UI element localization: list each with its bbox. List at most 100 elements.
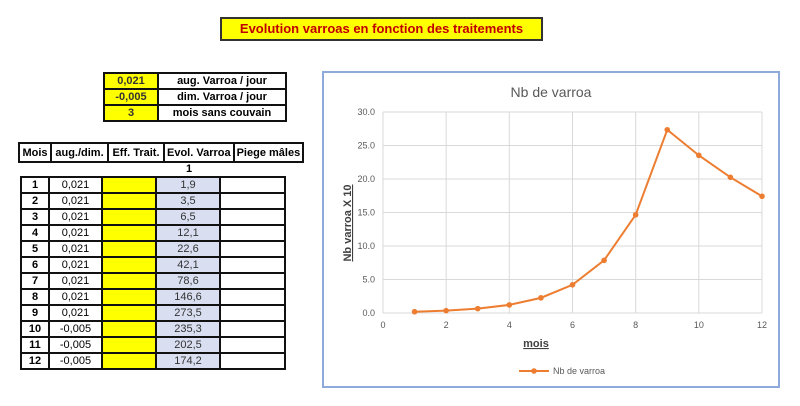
data-point: [411, 308, 418, 315]
month-cell[interactable]: 5: [20, 240, 50, 258]
month-cell[interactable]: 8: [20, 288, 50, 306]
y-axis-label: Nb varroa X 10: [342, 184, 354, 261]
eff-trait-cell[interactable]: [101, 320, 157, 338]
eff-trait-cell[interactable]: [101, 288, 157, 306]
evol-varroa-cell[interactable]: 22,6: [155, 240, 221, 258]
table-row: 1 0,021 1,9: [20, 176, 286, 194]
eff-trait-cell[interactable]: [101, 336, 157, 354]
evol-varroa-cell[interactable]: 12,1: [155, 224, 221, 242]
param-value[interactable]: 0,021: [103, 72, 159, 90]
data-point: [443, 307, 449, 314]
chart[interactable]: Nb de varroa 0.0 5.0 10.0 15.0 20.0 25.0 30.0 0 2…: [322, 71, 780, 388]
evol-varroa-cell[interactable]: 78,6: [155, 272, 221, 290]
x-axis-label: mois: [523, 338, 549, 350]
month-cell[interactable]: 9: [20, 304, 50, 322]
param-row: 3 mois sans couvain: [103, 104, 287, 122]
piege-males-cell[interactable]: [219, 336, 286, 354]
x-tick-label: 8: [633, 320, 638, 330]
month-cell[interactable]: 6: [20, 256, 50, 274]
aug-dim-cell[interactable]: 0,021: [48, 224, 103, 242]
eff-trait-cell[interactable]: [101, 240, 157, 258]
param-value[interactable]: 3: [103, 104, 159, 122]
month-cell[interactable]: 2: [20, 192, 50, 210]
table-row: 3 0,021 6,5: [20, 208, 286, 226]
eff-trait-cell[interactable]: [101, 272, 157, 290]
evol-varroa-cell[interactable]: 42,1: [155, 256, 221, 274]
evol-varroa-cell[interactable]: 1,9: [155, 176, 221, 194]
aug-dim-cell[interactable]: -0,005: [48, 336, 103, 354]
aug-dim-cell[interactable]: -0,005: [48, 320, 103, 338]
piege-males-cell[interactable]: [219, 256, 286, 274]
table-header: Mois aug./dim. Eff. Trait. Evol. Varroa …: [18, 142, 305, 163]
evol-varroa-cell[interactable]: 6,5: [155, 208, 221, 226]
y-tick-label: 30.0: [357, 107, 375, 117]
aug-dim-cell[interactable]: 0,021: [48, 176, 103, 194]
month-cell[interactable]: 1: [20, 176, 50, 194]
evol-varroa-cell[interactable]: 146,6: [155, 288, 221, 306]
param-value[interactable]: -0,005: [103, 88, 159, 106]
x-tick-label: 0: [380, 320, 385, 330]
piege-males-cell[interactable]: [219, 192, 286, 210]
piege-males-cell[interactable]: [219, 224, 286, 242]
y-tick-label: 0.0: [362, 308, 375, 318]
eff-trait-cell[interactable]: [101, 256, 157, 274]
eff-trait-cell[interactable]: [101, 192, 157, 210]
sheet-title: Evolution varroas en fonction des traite…: [220, 17, 543, 41]
month-cell[interactable]: 11: [20, 336, 50, 354]
eff-trait-cell[interactable]: [101, 208, 157, 226]
series-line: [414, 128, 763, 313]
month-cell[interactable]: 10: [20, 320, 50, 338]
aug-dim-cell[interactable]: 0,021: [48, 192, 103, 210]
header-piege-males: Piege mâles: [232, 142, 305, 163]
eff-trait-cell[interactable]: [101, 304, 157, 322]
y-tick-label: 20.0: [357, 174, 375, 184]
piege-males-cell[interactable]: [219, 208, 286, 226]
x-tick-label: 2: [444, 320, 449, 330]
aug-dim-cell[interactable]: -0,005: [48, 352, 103, 370]
month-cell[interactable]: 7: [20, 272, 50, 290]
eff-trait-cell[interactable]: [101, 352, 157, 370]
evol-varroa-cell[interactable]: 235,3: [155, 320, 221, 338]
aug-dim-cell[interactable]: 0,021: [48, 256, 103, 274]
data-point: [759, 193, 765, 200]
aug-dim-cell[interactable]: 0,021: [48, 304, 103, 322]
data-point: [696, 152, 702, 159]
aug-dim-cell[interactable]: 0,021: [48, 272, 103, 290]
chart-title: Nb de varroa: [511, 84, 592, 100]
table-row: 2 0,021 3,5: [20, 192, 286, 210]
legend-label: Nb de varroa: [553, 366, 605, 376]
data-point: [538, 295, 544, 301]
param-label: dim. Varroa / jour: [157, 88, 287, 106]
piege-males-cell[interactable]: [219, 240, 286, 258]
param-label: mois sans couvain: [157, 104, 287, 122]
month-cell[interactable]: 3: [20, 208, 50, 226]
table-row: 6 0,021 42,1: [20, 256, 286, 274]
evol-varroa-cell[interactable]: 202,5: [155, 336, 221, 354]
header-aug-dim: aug./dim.: [50, 142, 109, 163]
piege-males-cell[interactable]: [219, 352, 286, 370]
eff-trait-cell[interactable]: [101, 224, 157, 242]
aug-dim-cell[interactable]: 0,021: [48, 240, 103, 258]
table-row: 12 -0,005 174,2: [20, 352, 286, 370]
param-row: 0,021 aug. Varroa / jour: [103, 72, 287, 90]
x-tick-label: 6: [570, 320, 575, 330]
eff-trait-cell[interactable]: [101, 176, 157, 194]
piege-males-cell[interactable]: [219, 320, 286, 338]
table-row: 4 0,021 12,1: [20, 224, 286, 242]
evol-varroa-cell[interactable]: 273,5: [155, 304, 221, 322]
piege-males-cell[interactable]: [219, 272, 286, 290]
evol-varroa-cell[interactable]: 3,5: [155, 192, 221, 210]
piege-males-cell[interactable]: [219, 288, 286, 306]
aug-dim-cell[interactable]: 0,021: [48, 288, 103, 306]
param-label: aug. Varroa / jour: [157, 72, 287, 90]
piege-males-cell[interactable]: [219, 176, 286, 194]
evol-varroa-cell[interactable]: 174,2: [155, 352, 221, 370]
table-row: 10 -0,005 235,3: [20, 320, 286, 338]
month-cell[interactable]: 4: [20, 224, 50, 242]
piege-males-cell[interactable]: [219, 304, 286, 322]
aug-dim-cell[interactable]: 0,021: [48, 208, 103, 226]
month-cell[interactable]: 12: [20, 352, 50, 370]
initial-value[interactable]: 1: [185, 163, 193, 175]
data-point: [632, 211, 639, 218]
header-mois: Mois: [18, 142, 52, 163]
